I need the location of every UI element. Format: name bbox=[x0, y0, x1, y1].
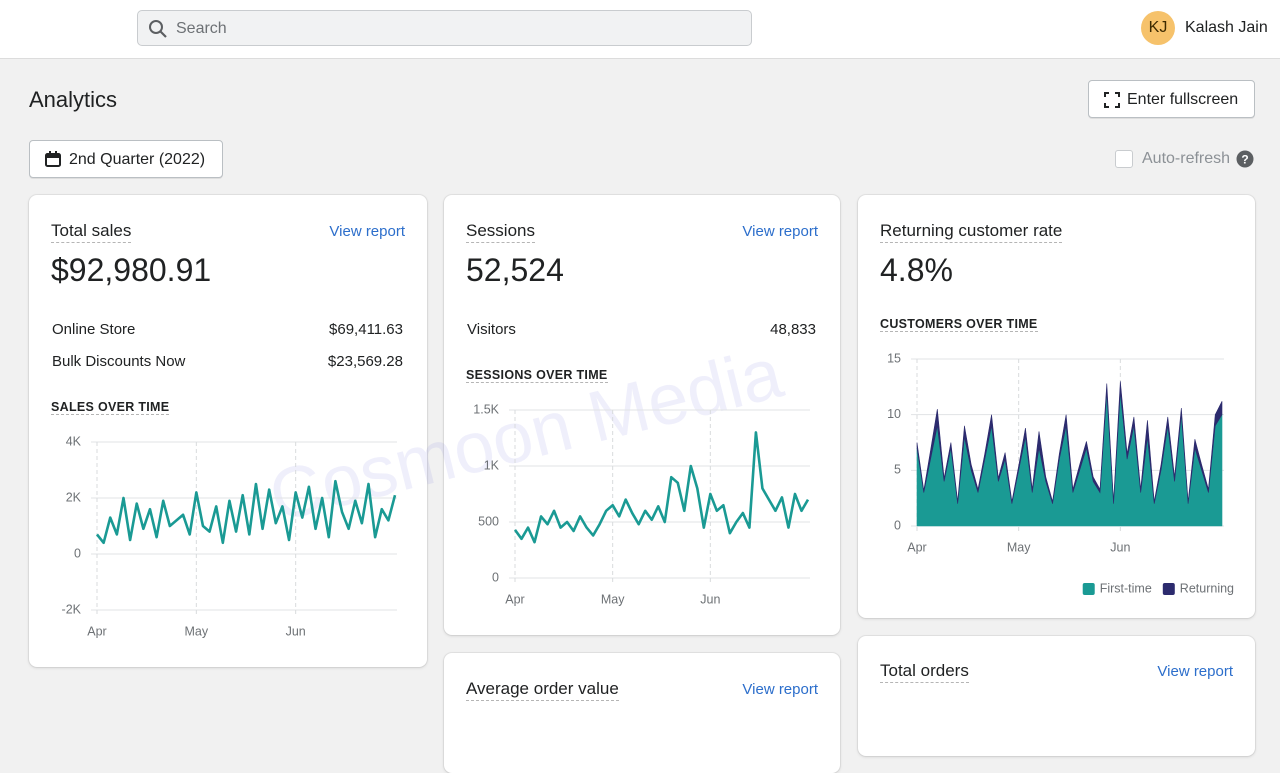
card-value: 4.8% bbox=[880, 252, 953, 288]
card-title: Sessions bbox=[466, 221, 535, 243]
view-report-link[interactable]: View report bbox=[742, 681, 818, 698]
calendar-icon bbox=[45, 151, 61, 167]
row-label: Visitors bbox=[467, 321, 516, 338]
breakdown-row: Online Store $69,411.63 bbox=[52, 321, 403, 338]
auto-refresh-checkbox[interactable] bbox=[1115, 150, 1133, 168]
search-box[interactable]: Search bbox=[137, 10, 752, 46]
search-placeholder: Search bbox=[176, 20, 227, 37]
chart-title: SALES OVER TIME bbox=[51, 400, 170, 415]
button-label: Enter fullscreen bbox=[1127, 91, 1239, 108]
card-title: Total orders bbox=[880, 661, 969, 683]
row-value: $69,411.63 bbox=[329, 321, 403, 338]
breakdown-row: Bulk Discounts Now $23,569.28 bbox=[52, 353, 403, 370]
auto-refresh-label[interactable]: Auto-refresh bbox=[1142, 150, 1231, 167]
card-value: $92,980.91 bbox=[51, 252, 212, 288]
date-range-button[interactable]: 2nd Quarter (2022) bbox=[29, 140, 223, 178]
returning-rate-card: Returning customer rate 4.8% CUSTOMERS O… bbox=[858, 195, 1255, 618]
row-label: Bulk Discounts Now bbox=[52, 353, 186, 370]
breakdown-row: Visitors 48,833 bbox=[467, 321, 816, 338]
page-title: Analytics bbox=[29, 87, 118, 112]
help-icon[interactable]: ? bbox=[1236, 150, 1254, 168]
view-report-link[interactable]: View report bbox=[329, 223, 405, 240]
svg-text:?: ? bbox=[1241, 153, 1248, 167]
top-bar: Search KJ Kalash Jain bbox=[0, 0, 1280, 59]
sessions-card: Sessions View report 52,524 Visitors 48,8… bbox=[444, 195, 840, 635]
avg-order-card: Average order value View report bbox=[444, 653, 840, 773]
button-label: 2nd Quarter (2022) bbox=[69, 151, 206, 168]
row-value: $23,569.28 bbox=[327, 353, 403, 370]
fullscreen-button[interactable]: Enter fullscreen bbox=[1088, 80, 1255, 118]
total-orders-card: Total orders View report bbox=[858, 636, 1255, 756]
user-name[interactable]: Kalash Jain bbox=[1185, 19, 1268, 36]
search-icon bbox=[149, 20, 167, 38]
row-label: Online Store bbox=[52, 321, 136, 338]
card-title: Average order value bbox=[466, 679, 619, 701]
card-title: Total sales bbox=[51, 221, 132, 243]
card-title: Returning customer rate bbox=[880, 221, 1063, 243]
row-value: 48,833 bbox=[770, 321, 816, 338]
card-value: 52,524 bbox=[466, 252, 564, 288]
total-sales-card: Total sales View report $92,980.91 Onlin… bbox=[29, 195, 427, 667]
chart-title: SESSIONS OVER TIME bbox=[466, 368, 608, 383]
chart-title: CUSTOMERS OVER TIME bbox=[880, 317, 1038, 332]
view-report-link[interactable]: View report bbox=[1157, 663, 1233, 680]
avatar[interactable]: KJ bbox=[1141, 11, 1175, 45]
view-report-link[interactable]: View report bbox=[742, 223, 818, 240]
fullscreen-icon bbox=[1104, 92, 1120, 108]
